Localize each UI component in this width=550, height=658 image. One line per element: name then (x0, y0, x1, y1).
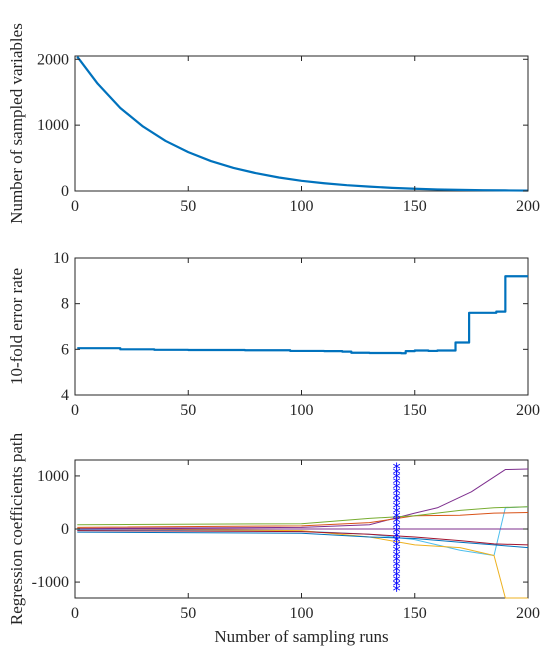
x-tick-label: 0 (71, 198, 79, 215)
panel-2: 0 50 100 150 200 4 6 8 10 10-fold error rate (7, 250, 540, 419)
x-tick-label: 50 (180, 605, 196, 622)
panel-2-lines (77, 275, 528, 355)
y-tick-label: 4 (61, 387, 69, 404)
x-tick-label: 150 (403, 198, 427, 215)
selected-run-marker: * (393, 493, 401, 512)
panel-2-frame (74, 257, 529, 396)
panel-1-lines (76, 55, 529, 192)
y-tick-label: 0 (61, 521, 69, 538)
x-tick-label: 100 (290, 198, 314, 215)
selected-run-marker: * (393, 513, 401, 532)
x-tick-label: 200 (516, 605, 540, 622)
panel-3-series-3-line (77, 528, 528, 599)
panel-3-y-label: Regression coefficients path (7, 432, 26, 625)
panel-1-y-label: Number of sampled variables (7, 23, 26, 224)
selected-run-marker: * (393, 469, 401, 488)
x-tick-label: 0 (71, 402, 79, 419)
selected-run-marker: * (393, 488, 401, 507)
x-tick-label: 200 (516, 402, 540, 419)
panel-2-x-ticks: 0 50 100 150 200 (71, 258, 540, 419)
selected-run-marker: * (393, 474, 401, 493)
panel-1-x-ticks: 0 50 100 150 200 (71, 56, 540, 215)
panel-3-x-ticks: 0 50 100 150 200 (71, 460, 540, 622)
panel-1-y-ticks: 0 1000 2000 (37, 51, 528, 200)
y-tick-label: 1000 (37, 468, 69, 485)
selected-run-marker: * (393, 552, 401, 571)
y-tick-label: 1000 (37, 117, 69, 134)
selected-run-marker: * (393, 483, 401, 502)
selected-run-marker: * (393, 503, 401, 522)
y-tick-label: -1000 (32, 574, 69, 591)
selected-run-marker: * (393, 532, 401, 551)
x-tick-label: 200 (516, 198, 540, 215)
selected-run-marker: * (393, 576, 401, 595)
selected-run-marker: * (393, 522, 401, 541)
panel-1: 0 50 100 150 200 0 1000 2000 Number of sampled… (7, 23, 540, 224)
y-tick-label: 8 (61, 296, 69, 313)
panel-3-x-label: Number of sampling runs (214, 627, 388, 646)
selected-run-marker: * (393, 581, 401, 600)
panel-2-y-label: 10-fold error rate (7, 268, 26, 385)
panel-3-series-4-line (77, 512, 529, 528)
panel-1-frame (74, 55, 529, 192)
selected-run-marker: * (393, 557, 401, 576)
panel-3-marker: ************************** (393, 459, 401, 600)
y-tick-label: 6 (61, 341, 69, 358)
selected-run-marker: * (393, 542, 401, 561)
y-tick-label: 10 (53, 250, 69, 267)
panel-3-series-1-line (77, 468, 529, 529)
panel-3: ************************** 0 50 100 150 200 … (7, 432, 540, 646)
selected-run-marker: * (393, 464, 401, 483)
panel-3-lines (77, 468, 529, 599)
panel-3-series-6-line (77, 531, 529, 549)
panel-3-y-ticks: -1000 0 1000 (32, 468, 528, 591)
selected-run-marker: * (393, 478, 401, 497)
selected-run-marker: * (393, 562, 401, 581)
x-tick-label: 150 (403, 605, 427, 622)
y-tick-label: 2000 (37, 51, 69, 68)
selected-run-marker: * (393, 459, 401, 478)
x-tick-label: 50 (180, 402, 196, 419)
selected-run-marker: * (393, 498, 401, 517)
x-tick-label: 100 (290, 605, 314, 622)
panel-2-y-ticks: 4 6 8 10 (53, 250, 528, 404)
x-tick-label: 50 (180, 198, 196, 215)
selected-run-marker: * (393, 537, 401, 556)
selected-run-marker: * (393, 547, 401, 566)
panel-1-series-1-line (76, 55, 529, 192)
x-tick-label: 100 (290, 402, 314, 419)
selected-run-marker: * (393, 518, 401, 537)
x-tick-label: 150 (403, 402, 427, 419)
selected-run-marker: * (393, 508, 401, 527)
panel-2-series-1-line (77, 275, 528, 355)
panel-3-series-7-line (77, 530, 529, 546)
selected-run-marker: * (393, 566, 401, 585)
selected-run-marker: * (393, 571, 401, 590)
x-tick-label: 0 (71, 605, 79, 622)
panel-3-series-5-line (77, 506, 529, 526)
selected-run-marker: * (393, 527, 401, 546)
y-tick-label: 0 (61, 183, 69, 200)
